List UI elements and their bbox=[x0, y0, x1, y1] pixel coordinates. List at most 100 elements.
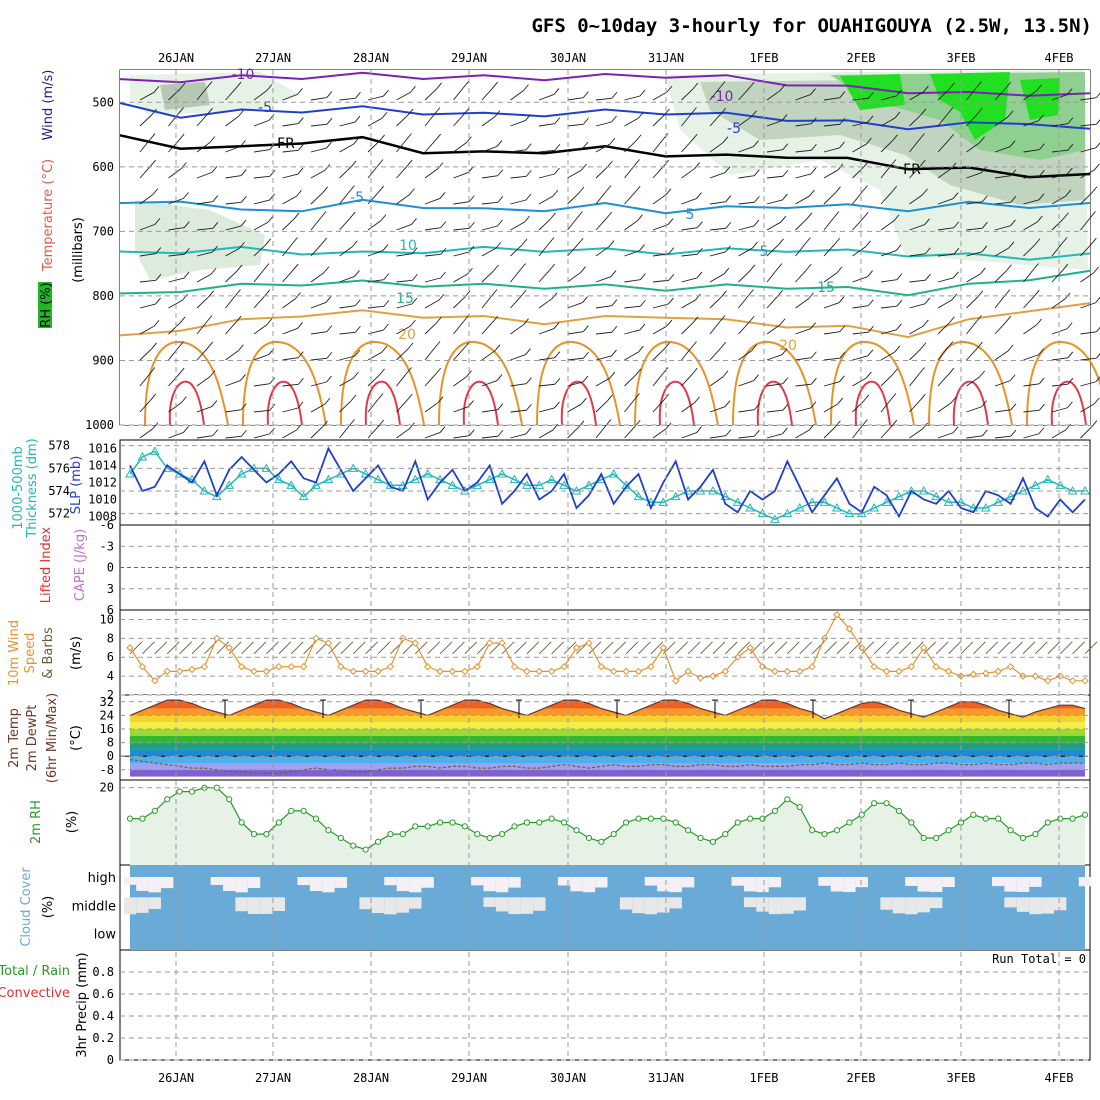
wind-barb-flag bbox=[525, 114, 531, 121]
wind-barb-flag bbox=[383, 323, 389, 331]
wind-barb bbox=[453, 296, 466, 309]
y-tick-label: 24 bbox=[100, 708, 114, 722]
wind-barb-flag bbox=[434, 341, 441, 348]
wind-barb bbox=[909, 325, 924, 335]
wind-barb-flag bbox=[153, 319, 160, 327]
temp-color-band bbox=[130, 742, 1085, 750]
wind-barb-flag bbox=[839, 375, 845, 383]
wind-barb bbox=[453, 321, 464, 335]
wind-barb bbox=[823, 147, 840, 153]
wind10m-barb bbox=[142, 641, 155, 655]
thickness-point bbox=[522, 480, 532, 489]
wind-barb bbox=[282, 243, 293, 257]
wind-barb bbox=[225, 270, 238, 283]
wind-barb-flag bbox=[1095, 142, 1100, 149]
thickness-point bbox=[1042, 474, 1053, 484]
wind10m-barb bbox=[538, 641, 552, 655]
cloud-layer-label: high bbox=[88, 871, 116, 886]
wind-barb bbox=[453, 273, 468, 283]
wind10m-point bbox=[771, 667, 779, 676]
wind-barb-flag bbox=[406, 367, 412, 374]
wind-barb bbox=[909, 348, 922, 361]
wind-barb bbox=[681, 277, 698, 283]
thickness-point bbox=[794, 502, 805, 512]
wind10m-point bbox=[746, 644, 754, 652]
wind-barb bbox=[766, 90, 781, 101]
wind-barb bbox=[282, 383, 299, 387]
wind-barb-flag bbox=[211, 400, 218, 407]
wind-barb bbox=[396, 373, 407, 387]
wind-barb-flag bbox=[411, 218, 417, 225]
y-tick-label: 16 bbox=[100, 722, 114, 736]
wind-barb-flag bbox=[378, 185, 385, 193]
wind-barb-flag bbox=[297, 88, 303, 95]
wind-barb bbox=[909, 91, 924, 101]
rh-point bbox=[337, 834, 344, 842]
wind-barb-flag bbox=[437, 162, 444, 169]
wind-barb bbox=[253, 221, 269, 231]
wind-barb bbox=[852, 217, 864, 231]
wind-barb-flag bbox=[719, 315, 726, 322]
wind-barb bbox=[538, 149, 555, 153]
wind-barb-flag bbox=[691, 367, 698, 375]
wind10m-barb bbox=[1035, 641, 1048, 655]
wind-barb bbox=[738, 175, 755, 179]
wind10m-point bbox=[597, 662, 606, 671]
wind-barb-flag bbox=[407, 342, 414, 350]
wind-barb-flag bbox=[269, 143, 276, 150]
wind-barb bbox=[937, 432, 954, 439]
wind-barb-flag bbox=[748, 81, 755, 89]
wind10m-barb bbox=[737, 641, 751, 655]
wind-barb-flag bbox=[947, 107, 954, 114]
wind10m-barb bbox=[377, 641, 391, 655]
wind-barb bbox=[282, 429, 297, 439]
wind10m-point bbox=[225, 644, 233, 652]
wind-barb-flag bbox=[696, 192, 702, 199]
wind10m-barb bbox=[600, 641, 614, 655]
wind-barb-flag bbox=[778, 238, 784, 246]
wind-barb-flag bbox=[149, 367, 156, 374]
date-label-top: 30JAN bbox=[550, 51, 586, 65]
wind-barb-flag bbox=[526, 169, 532, 177]
wind-barb-flag bbox=[896, 89, 902, 97]
wind-barb bbox=[282, 298, 296, 309]
wind-barb bbox=[253, 90, 268, 101]
wind-barb bbox=[852, 400, 865, 413]
wind-barb-flag bbox=[554, 167, 560, 175]
wind-barb bbox=[994, 295, 1006, 309]
wind-barb-flag bbox=[634, 185, 641, 193]
rh-legend-box bbox=[38, 282, 52, 328]
wind-barb bbox=[994, 247, 1010, 257]
wind10m-point bbox=[436, 667, 444, 676]
wind-barb-flag bbox=[1036, 215, 1043, 223]
wind-barb-flag bbox=[380, 214, 387, 221]
wind-barb bbox=[396, 348, 409, 361]
wind-barb-flag bbox=[981, 245, 988, 253]
wind-barb-flag bbox=[981, 400, 987, 408]
wind10m-barb bbox=[1022, 641, 1036, 655]
cloud-high-gap bbox=[570, 877, 583, 892]
wind-barb bbox=[225, 145, 241, 153]
wind10m-point bbox=[1006, 662, 1015, 671]
wind-barb-flag bbox=[782, 193, 788, 201]
wind-barb bbox=[282, 328, 298, 335]
temp-color-band bbox=[130, 763, 1085, 770]
rh-point bbox=[995, 815, 1002, 822]
wind-barb-flag bbox=[1095, 92, 1100, 99]
wind-barb-flag bbox=[951, 293, 958, 301]
warm-isotherm bbox=[242, 341, 327, 426]
wind-barb-flag bbox=[981, 195, 988, 203]
wind-barb-flag bbox=[722, 136, 729, 143]
rh-point bbox=[722, 830, 729, 838]
wind-barb bbox=[168, 299, 183, 309]
wind-barb-flag bbox=[554, 143, 561, 151]
wind-barb-flag bbox=[924, 218, 930, 225]
rh-point bbox=[288, 807, 295, 815]
wind-barb bbox=[595, 355, 612, 361]
wind-barb-flag bbox=[240, 140, 246, 147]
wind-barb-flag bbox=[463, 81, 469, 88]
wind-barb bbox=[937, 227, 954, 231]
wind10m-barb bbox=[514, 641, 527, 655]
wind-barb bbox=[852, 355, 869, 361]
wind-barb bbox=[367, 351, 383, 361]
